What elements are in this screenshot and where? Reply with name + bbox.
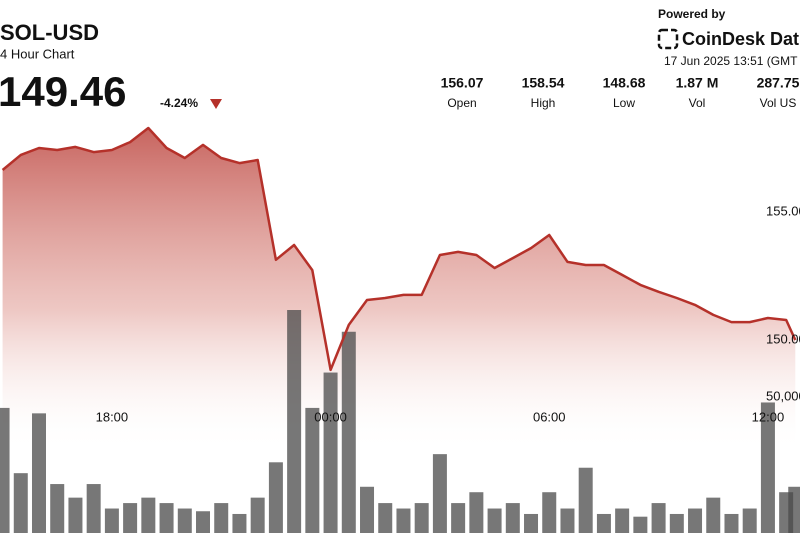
volume-bar xyxy=(31,413,46,533)
y2-tick-label: 50,000 xyxy=(766,388,800,403)
brand: CoinDesk Dat xyxy=(682,29,799,49)
volume-bar xyxy=(0,407,10,533)
volume-bar xyxy=(505,503,520,533)
x-tick-label: 00:00 xyxy=(314,409,347,424)
volume-bar xyxy=(50,484,65,533)
header: SOL-USD 4 Hour Chart 149.46 -4.24% Power… xyxy=(0,7,800,115)
volume-bar xyxy=(487,508,502,533)
volume-bar xyxy=(451,503,466,533)
x-tick-label: 06:00 xyxy=(533,409,566,424)
volume-bar xyxy=(305,407,320,533)
volume-bar xyxy=(378,503,393,533)
volume-bar xyxy=(141,497,156,533)
volume-bar xyxy=(123,503,138,533)
title: SOL-USD xyxy=(0,20,99,45)
volume-bar xyxy=(196,511,211,533)
change: -4.24% xyxy=(160,96,198,110)
volume-bar xyxy=(396,508,411,533)
volume-bar xyxy=(669,513,684,533)
stat-value: 156.07 xyxy=(441,75,484,91)
stat-label: Open xyxy=(447,96,476,110)
stat-label: Vol xyxy=(689,96,706,110)
timestamp: 17 Jun 2025 13:51 (GMT xyxy=(664,54,798,68)
subtitle: 4 Hour Chart xyxy=(0,46,75,61)
volume-bar xyxy=(542,492,557,533)
volume-bar xyxy=(788,486,800,533)
volume-bar xyxy=(414,503,429,533)
stat-value: 287.75 xyxy=(757,75,800,91)
volume-bar xyxy=(323,372,338,533)
volume-bar xyxy=(250,497,265,533)
volume-bar xyxy=(360,486,375,533)
powered-by: Powered by xyxy=(658,7,726,21)
volume-bar xyxy=(633,516,648,533)
stat-label: Vol US xyxy=(760,96,797,110)
brand-logo xyxy=(657,28,679,50)
volume-bar xyxy=(524,513,539,533)
y-tick-label: 150.00 xyxy=(766,331,800,346)
volume-bar xyxy=(578,467,593,533)
volume-bar xyxy=(104,508,119,533)
volume-bar xyxy=(760,402,775,533)
stat-label: Low xyxy=(613,96,635,110)
x-tick-label: 12:00 xyxy=(752,409,785,424)
volume-bar xyxy=(742,508,757,533)
volume-bar xyxy=(86,484,101,533)
plot: 18:00 00:00 06:00 12:00 150.00 155.00 50,000 xyxy=(0,126,800,533)
volume-bar xyxy=(214,503,229,533)
down-arrow xyxy=(210,99,222,109)
volume-bar xyxy=(560,508,575,533)
volume-bar xyxy=(287,310,302,533)
volume-bar xyxy=(596,513,611,533)
price-line xyxy=(1,126,797,372)
price-area xyxy=(2,128,796,533)
volume-bar xyxy=(232,513,247,533)
volume-bar xyxy=(432,454,447,533)
y-tick-label: 155.00 xyxy=(766,203,800,218)
volume-bar xyxy=(177,508,192,533)
volume-bar xyxy=(159,503,174,533)
stat-value: 158.54 xyxy=(522,75,565,91)
volume-bar xyxy=(469,492,484,533)
volume-bar xyxy=(724,513,739,533)
price: 149.46 xyxy=(0,68,126,115)
volume-bar xyxy=(341,331,356,533)
volume-bar xyxy=(68,497,83,533)
volume-bar xyxy=(706,497,721,533)
stat-label: High xyxy=(531,96,556,110)
stat-value: 1.87 M xyxy=(676,75,719,91)
x-tick-label: 18:00 xyxy=(96,409,129,424)
volume-bar xyxy=(615,508,630,533)
volume-bar xyxy=(651,503,666,533)
volume-bar xyxy=(268,462,283,533)
stat-value: 148.68 xyxy=(603,75,646,91)
volume-bar xyxy=(688,508,703,533)
volume-bar xyxy=(13,473,28,533)
